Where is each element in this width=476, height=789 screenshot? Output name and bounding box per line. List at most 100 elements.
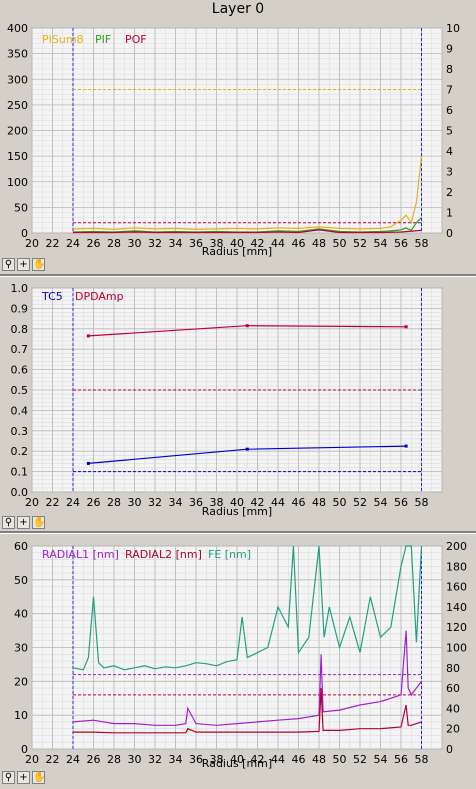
series-point (245, 447, 249, 451)
y-tick-label: 350 (7, 48, 28, 61)
y-tick-label: 0.6 (11, 364, 29, 377)
hand-icon[interactable]: ✋ (32, 258, 46, 271)
x-tick-label: 44 (271, 496, 285, 509)
crosshair-icon[interactable]: + (17, 771, 30, 784)
x-tick-label: 38 (210, 496, 224, 509)
x-tick-label: 36 (189, 237, 203, 250)
series-point (245, 324, 249, 328)
x-tick-label: 40 (230, 753, 244, 766)
zoom-icon[interactable]: ⚲ (2, 516, 15, 529)
y2-tick-label: 9 (446, 43, 453, 56)
y2-tick-label: 1 (446, 207, 453, 220)
y2-tick-label: 200 (446, 540, 467, 553)
y2-tick-label: 140 (446, 601, 467, 614)
series-line (72, 545, 423, 671)
legend-entry: POF (125, 33, 147, 46)
x-tick-label: 48 (312, 753, 326, 766)
y2-tick-label: 80 (446, 662, 460, 675)
x-tick-label: 52 (353, 496, 367, 509)
series-point (86, 334, 90, 338)
x-tick-label: 58 (415, 496, 429, 509)
y-tick-label: 20 (14, 675, 28, 688)
legend-entry: FE [nm] (208, 548, 251, 561)
y-tick-label: 1.0 (11, 282, 29, 295)
x-tick-label: 56 (394, 753, 408, 766)
chart-radial: 20 22 24 26 28 30 32 34 36 38 40 42 44 46 48 50 52 54 56 58… (14, 540, 467, 770)
series-point (86, 461, 90, 465)
y2-tick-label: 2 (446, 186, 453, 199)
y-tick-label: 0.5 (11, 384, 29, 397)
chart-toolbar: ⚲ + ✋ (2, 516, 45, 530)
x-tick-label: 26 (87, 753, 101, 766)
x-tick-label: 42 (251, 237, 265, 250)
x-tick-label: 26 (87, 237, 101, 250)
y-tick-label: 50 (14, 201, 28, 214)
y-tick-label: 100 (7, 176, 28, 189)
legend-entry: PISum8 (42, 33, 84, 46)
x-tick-label: 24 (66, 753, 80, 766)
x-tick-label: 42 (251, 496, 265, 509)
chart-panel-pulse: 20 22 24 26 28 30 32 34 36 38 40 42 44 46 48 50 52 54 56 58… (0, 18, 476, 277)
y-tick-label: 0.1 (11, 466, 29, 479)
y2-tick-label: 20 (446, 723, 460, 736)
y-tick-label: 0.9 (11, 302, 29, 315)
x-tick-label: 30 (128, 753, 142, 766)
legend-entry: DPDAmp (75, 290, 124, 303)
x-tick-label: 34 (169, 753, 183, 766)
crosshair-icon[interactable]: + (17, 516, 30, 529)
x-tick-label: 26 (87, 496, 101, 509)
series-line (72, 630, 422, 726)
chart-tracking: 20 22 24 26 28 30 32 34 36 38 40 42 44 46 48 50 52 54 56 58… (11, 282, 443, 518)
x-tick-label: 46 (292, 753, 306, 766)
y2-tick-label: 5 (446, 125, 453, 138)
x-tick-label: 48 (312, 496, 326, 509)
y-tick-label: 0.8 (11, 323, 29, 336)
x-tick-label: 50 (333, 496, 347, 509)
y-tick-label: 300 (7, 73, 28, 86)
x-tick-label: 30 (128, 237, 142, 250)
x-tick-label: 36 (189, 753, 203, 766)
x-tick-label: 46 (292, 496, 306, 509)
y-tick-label: 150 (7, 150, 28, 163)
x-tick-label: 48 (312, 237, 326, 250)
y2-tick-label: 180 (446, 560, 467, 573)
legend-entry: RADIAL2 [nm] (125, 548, 202, 561)
y2-tick-label: 10 (446, 22, 460, 35)
legend-entry: PIF (95, 33, 111, 46)
y-tick-label: 0 (21, 743, 28, 756)
y-tick-label: 0.3 (11, 425, 29, 438)
y-tick-label: 200 (7, 125, 28, 138)
x-tick-label: 58 (415, 237, 429, 250)
x-tick-label: 46 (292, 237, 306, 250)
zoom-icon[interactable]: ⚲ (2, 771, 15, 784)
y2-tick-label: 0 (446, 743, 453, 756)
y-tick-label: 30 (14, 642, 28, 655)
x-axis-label: Radius [mm] (202, 757, 272, 770)
hand-icon[interactable]: ✋ (32, 516, 46, 529)
chart-toolbar: ⚲ + ✋ (2, 258, 45, 272)
x-tick-label: 56 (394, 237, 408, 250)
page-title: Layer 0 (211, 1, 265, 17)
y-tick-label: 50 (14, 574, 28, 587)
x-tick-label: 28 (107, 496, 121, 509)
x-tick-label: 20 (25, 753, 39, 766)
x-tick-label: 58 (415, 753, 429, 766)
x-axis-label: Radius [mm] (202, 245, 272, 258)
crosshair-icon[interactable]: + (17, 258, 30, 271)
x-tick-label: 30 (128, 496, 142, 509)
zoom-icon[interactable]: ⚲ (2, 258, 15, 271)
y-tick-label: 0.7 (11, 343, 29, 356)
y2-tick-label: 6 (446, 104, 453, 117)
x-tick-label: 32 (148, 237, 162, 250)
y2-tick-label: 3 (446, 166, 453, 179)
legend-entry: RADIAL1 [nm] (42, 548, 119, 561)
x-tick-label: 54 (374, 496, 388, 509)
y-tick-label: 10 (14, 709, 28, 722)
y2-tick-label: 40 (446, 702, 460, 715)
y2-tick-label: 0 (446, 227, 453, 240)
chart-panel-radial: 20 22 24 26 28 30 32 34 36 38 40 42 44 46 48 50 52 54 56 58… (0, 535, 476, 789)
divider (0, 274, 476, 277)
x-tick-label: 44 (271, 237, 285, 250)
hand-icon[interactable]: ✋ (32, 771, 46, 784)
y2-tick-label: 4 (446, 145, 453, 158)
